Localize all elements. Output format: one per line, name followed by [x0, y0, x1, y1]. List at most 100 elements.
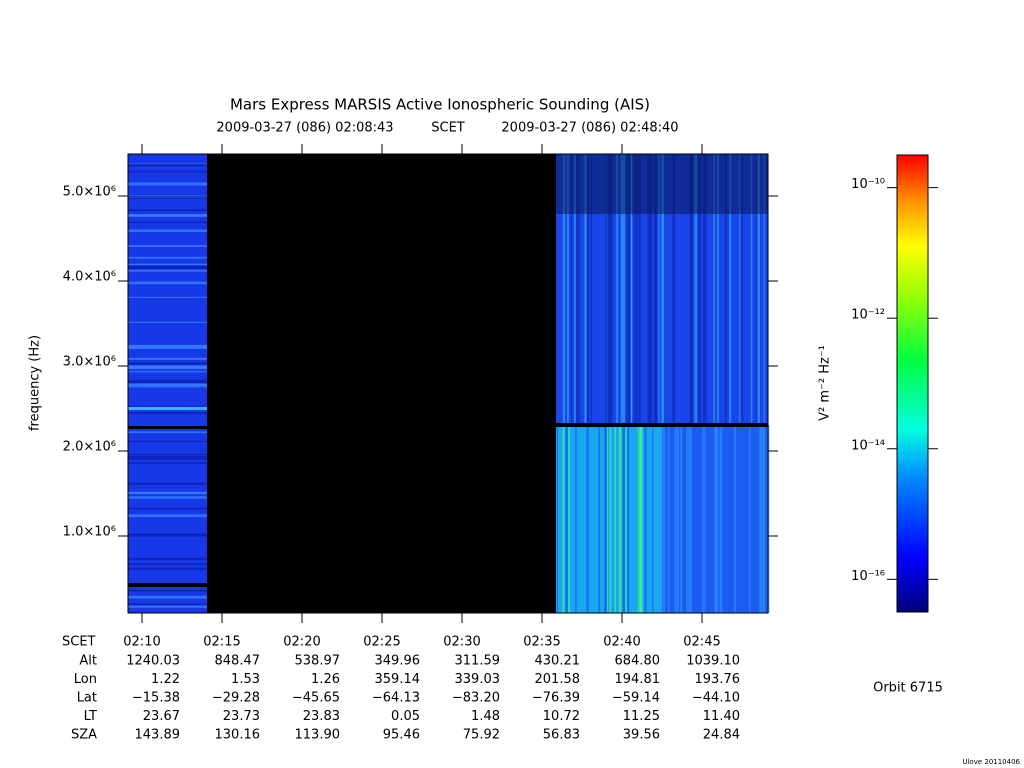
- spectrogram-texture: [604, 154, 607, 425]
- spectrogram-texture: [763, 425, 765, 613]
- spectrogram-texture: [128, 347, 207, 350]
- x-tick-label: 02:25: [363, 635, 400, 650]
- spectrogram-texture: [614, 425, 616, 613]
- colorbar-tick-label: 10⁻¹²: [851, 308, 885, 323]
- y-tick-label: 5.0×10⁶: [63, 184, 116, 199]
- spectrogram-texture: [128, 170, 207, 173]
- ephemeris-value: 1.53: [231, 672, 260, 687]
- spectrogram-texture: [686, 425, 688, 613]
- spectrogram-texture: [128, 229, 207, 232]
- spectrogram-texture: [748, 425, 751, 613]
- spectrogram-texture: [586, 154, 589, 425]
- spectrogram-texture: [647, 154, 651, 425]
- y-tick-label: 1.0×10⁶: [63, 524, 116, 539]
- spectrogram-texture: [638, 154, 641, 425]
- ephemeris-label: SZA: [71, 728, 97, 743]
- plot-frame: [127, 153, 769, 614]
- ephemeris-value: −45.65: [292, 691, 340, 706]
- spectrogram-texture: [128, 383, 207, 385]
- x-tick-label: 02:45: [683, 635, 720, 650]
- spectrogram-texture: [687, 425, 690, 613]
- ephemeris-label: LT: [84, 709, 97, 724]
- spectrogram-texture: [638, 425, 642, 613]
- spectrogram-texture: [620, 154, 624, 425]
- spectrogram-texture: [663, 425, 666, 613]
- spectrogram-texture: [702, 154, 706, 425]
- spectrogram-texture: [690, 154, 694, 425]
- spectrogram-texture: [128, 384, 207, 388]
- spectrogram-texture: [128, 440, 207, 442]
- spectrogram-texture: [128, 263, 207, 266]
- spectrogram-texture: [575, 425, 577, 613]
- spectrogram-texture: [672, 154, 676, 425]
- spectrogram-texture: [562, 154, 566, 425]
- spectrogram-texture: [630, 154, 634, 425]
- spectrogram-texture: [694, 154, 698, 425]
- ephemeris-value: 339.03: [455, 672, 501, 687]
- colorbar-tick-label: 10⁻¹⁰: [851, 177, 885, 192]
- spectrogram-texture: [128, 455, 207, 458]
- spectrogram-texture: [574, 154, 577, 425]
- spectrogram-texture: [618, 425, 622, 613]
- spectrogram-texture: [128, 380, 207, 383]
- spectrogram-texture: [128, 482, 207, 485]
- ephemeris-value: 684.80: [615, 654, 661, 669]
- spectrogram-texture: [128, 462, 207, 464]
- spectrogram-texture: [128, 589, 207, 592]
- spectrogram-texture: [661, 154, 663, 425]
- spectrogram-texture: [128, 296, 207, 298]
- spectrogram-texture: [128, 245, 207, 247]
- spectrogram-texture: [719, 425, 723, 613]
- ephemeris-value: 113.90: [295, 728, 341, 743]
- spectrogram-texture: [128, 431, 207, 434]
- spectrogram-texture: [128, 256, 207, 259]
- spectrogram-texture: [755, 154, 758, 425]
- x-tick-label: 02:20: [283, 635, 320, 650]
- x-axis-label: SCET: [62, 635, 96, 650]
- spectrogram-texture: [622, 425, 625, 613]
- spectrogram-texture: [556, 425, 558, 613]
- spectrogram-texture: [705, 154, 707, 425]
- ephemeris-value: 359.14: [375, 672, 421, 687]
- ephemeris-value: −29.28: [212, 691, 260, 706]
- spectrogram-texture: [587, 154, 590, 425]
- spectrogram-texture: [128, 214, 207, 217]
- spectrogram-texture: [556, 154, 768, 214]
- ephemeris-value: −64.13: [372, 691, 420, 706]
- spectrogram-texture: [128, 407, 207, 410]
- spectrogram-texture: [760, 425, 764, 613]
- spectrogram-texture: [609, 154, 611, 425]
- ephemeris-value: 23.73: [223, 709, 260, 724]
- spectrogram-texture: [578, 154, 580, 425]
- spectrogram-texture: [570, 154, 573, 425]
- x-tick-label: 02:30: [443, 635, 480, 650]
- spectrogram-texture: [586, 425, 589, 613]
- spectrogram-texture: [128, 412, 207, 415]
- spectrogram-texture: [566, 154, 569, 425]
- spectrogram-texture: [128, 507, 207, 510]
- ephemeris-value: 194.81: [615, 672, 661, 687]
- spectrogram-texture: [128, 266, 207, 270]
- ephemeris-value: 95.46: [383, 728, 420, 743]
- ephemeris-value: 1240.03: [126, 654, 180, 669]
- ephemeris-value: 1.48: [471, 709, 500, 724]
- spectrogram-texture: [128, 457, 207, 460]
- spectrogram-texture: [128, 426, 207, 429]
- ephemeris-value: 11.25: [623, 709, 660, 724]
- spectrogram-texture: [713, 154, 716, 425]
- colorbar-tick-label: 10⁻¹⁶: [851, 569, 885, 584]
- spectrogram-texture: [562, 425, 565, 613]
- colorbar-label: V² m⁻² Hz⁻¹: [818, 345, 833, 421]
- spectrogram-texture: [610, 154, 613, 425]
- spectrogram-texture: [568, 425, 570, 613]
- ephemeris-value: 39.56: [623, 728, 660, 743]
- spectrogram-texture: [584, 154, 587, 425]
- spectrogram-texture: [128, 382, 207, 384]
- y-axis-label: frequency (Hz): [28, 335, 43, 431]
- orbit: Orbit 6715: [873, 681, 943, 696]
- spectrogram-texture: [729, 154, 732, 425]
- spectrogram-texture: [128, 496, 207, 499]
- time-system: SCET: [431, 121, 465, 136]
- spectrogram-texture: [606, 425, 609, 613]
- ephemeris-label: Lon: [74, 672, 97, 687]
